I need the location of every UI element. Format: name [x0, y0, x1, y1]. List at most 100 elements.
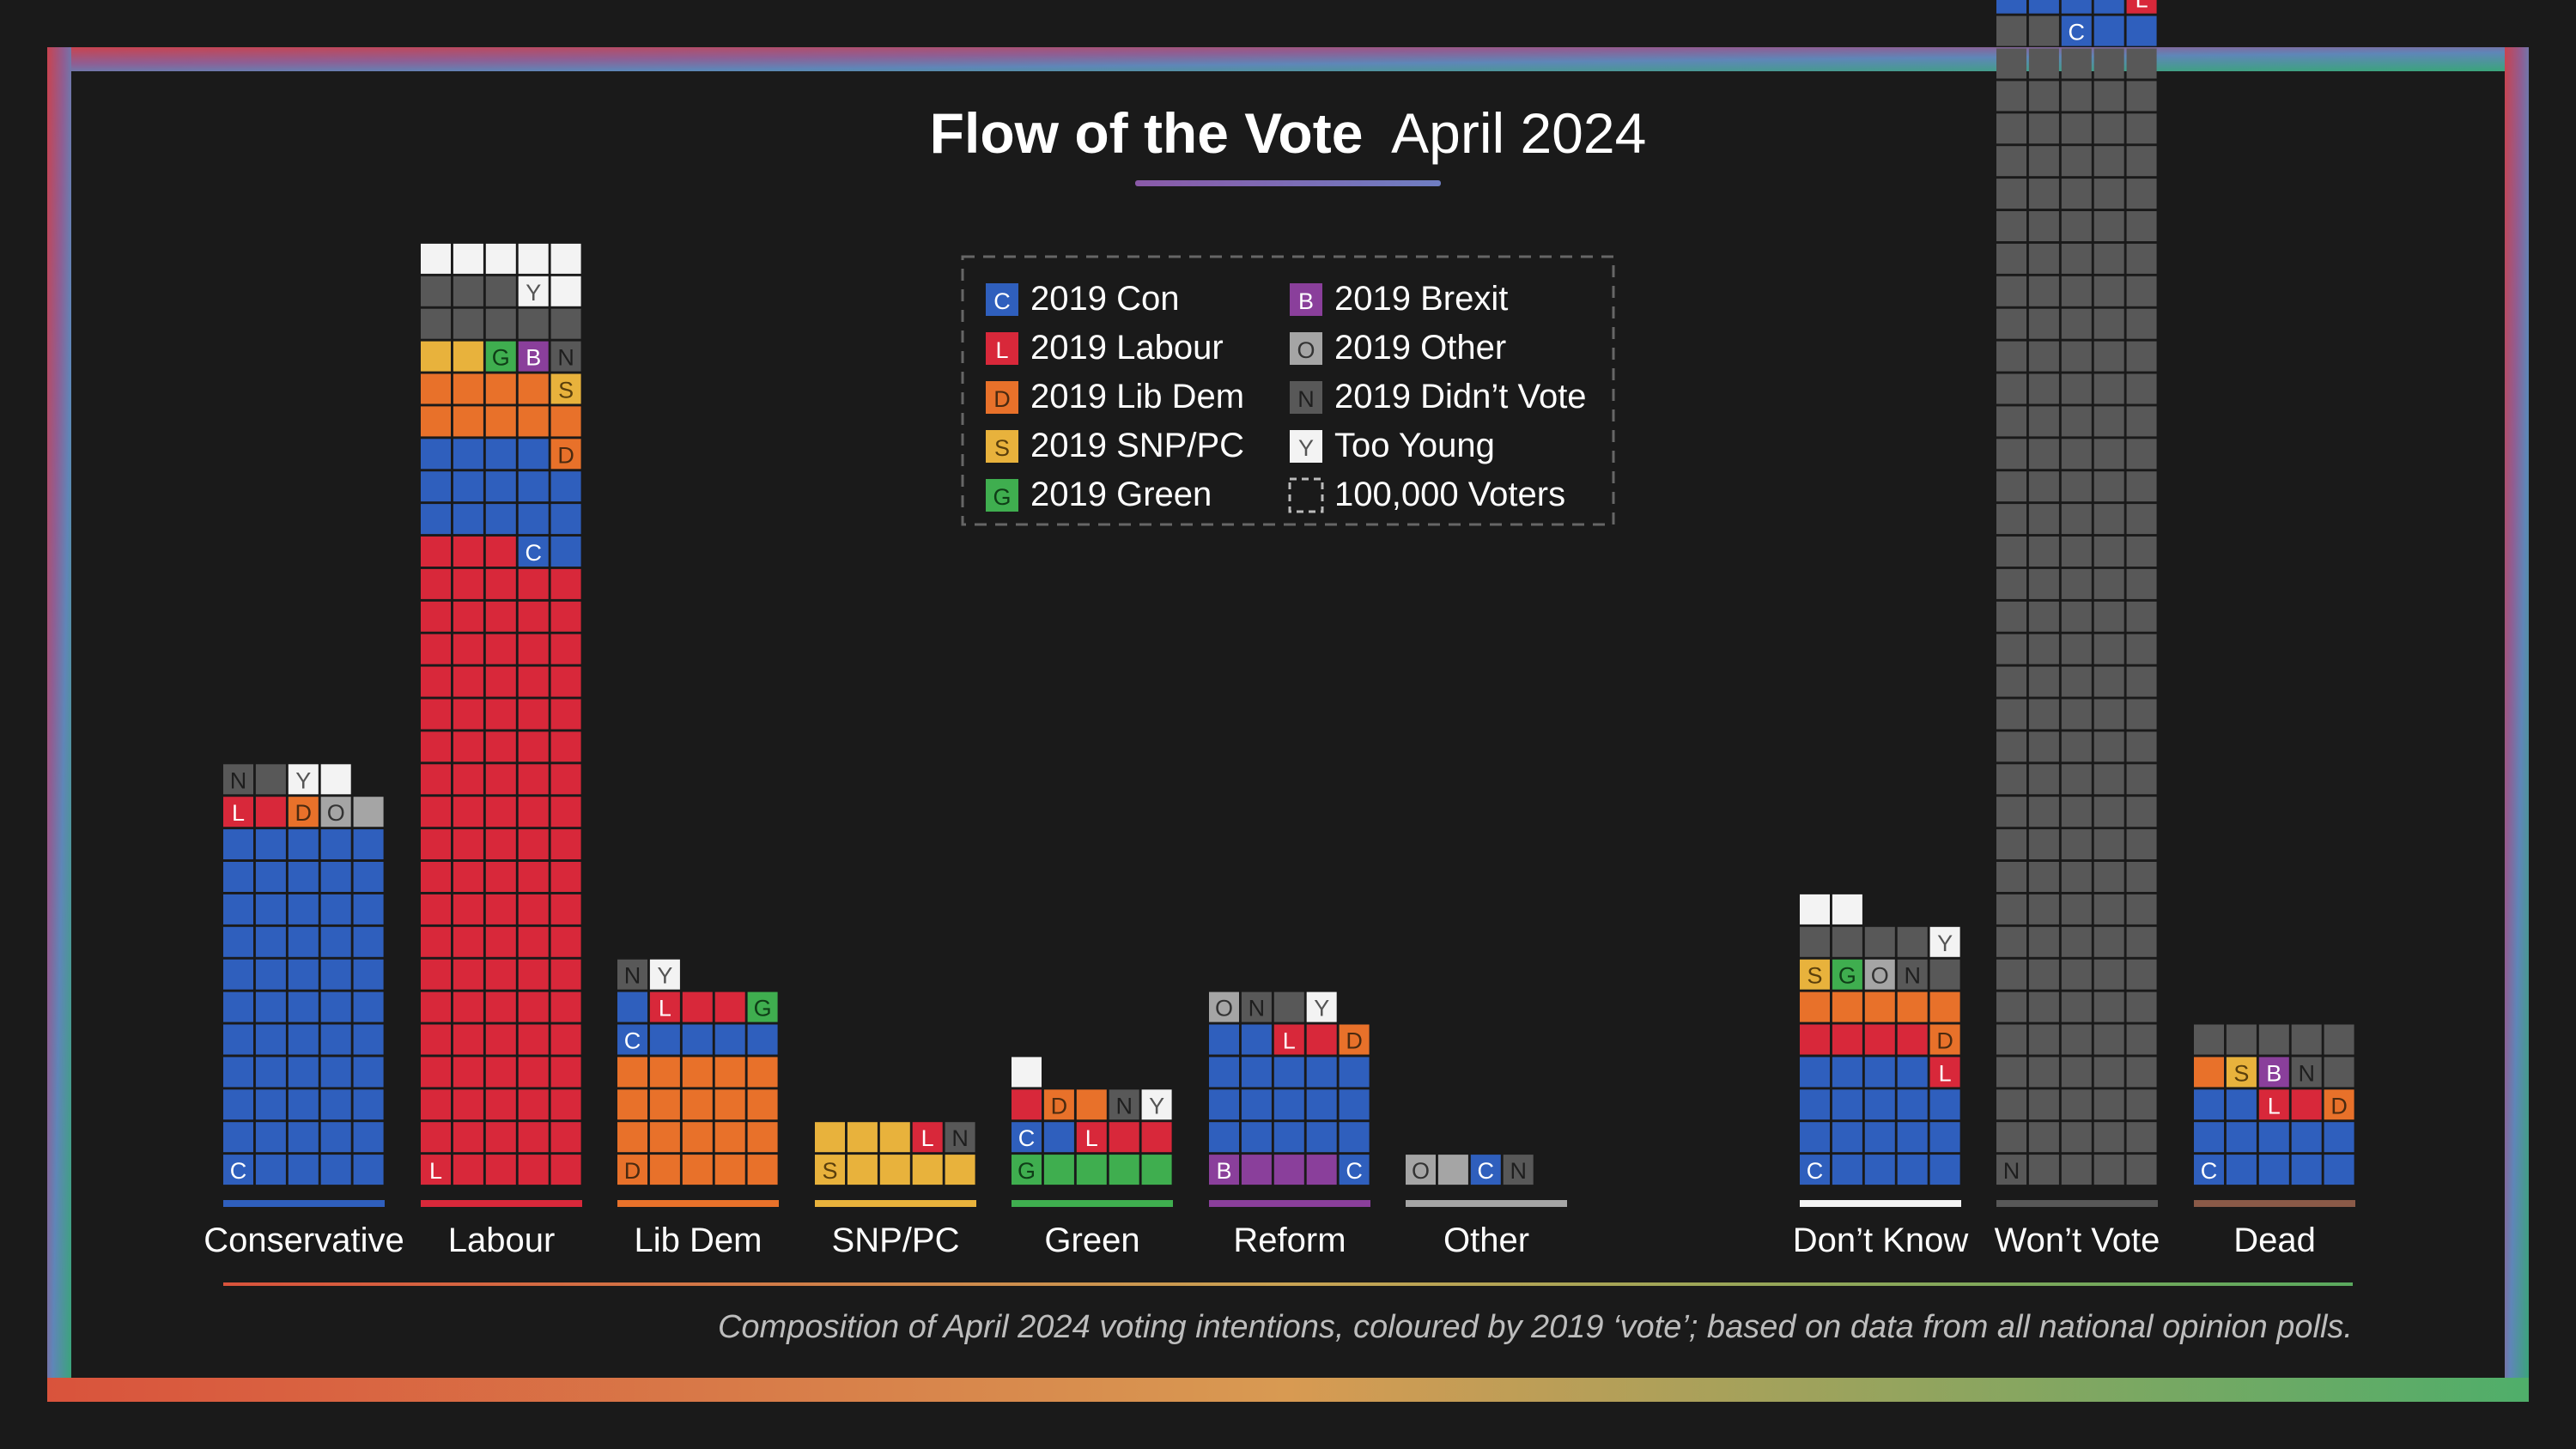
square-n — [1996, 146, 2026, 177]
square-n — [2028, 926, 2059, 957]
square-l — [485, 634, 516, 664]
square-n — [2093, 894, 2124, 925]
square-c — [320, 894, 351, 925]
square-c — [1012, 1122, 1042, 1153]
square-c — [1339, 1057, 1370, 1088]
square-c — [617, 1024, 647, 1055]
square-n — [2061, 146, 2092, 177]
square-l — [453, 1057, 483, 1088]
square-code-label: D — [1936, 1028, 1953, 1054]
square-s — [912, 1155, 943, 1185]
bar-don-t-know: C LD S G O NY Don’t Know — [1793, 894, 1968, 1259]
square-code-label: N — [1115, 1093, 1133, 1119]
square-c — [1800, 1057, 1830, 1088]
square-n — [1996, 179, 2026, 209]
square-c — [288, 959, 319, 990]
square-c — [288, 1089, 319, 1120]
square-n — [1996, 926, 2026, 957]
square-n — [2126, 764, 2157, 795]
square-code-label: Y — [295, 767, 311, 793]
square-l — [550, 1122, 581, 1153]
square-code-label: S — [822, 1158, 837, 1184]
square-n — [2093, 406, 2124, 437]
square-c — [2226, 1122, 2257, 1153]
square-d — [649, 1122, 680, 1153]
legend-swatch — [986, 283, 1018, 316]
party-label: Lib Dem — [635, 1222, 762, 1259]
square-n — [2061, 862, 2092, 892]
square-n — [2028, 1024, 2059, 1055]
square-code-label: L — [659, 996, 671, 1022]
square-n — [2324, 1057, 2354, 1088]
square-l — [485, 894, 516, 925]
square-l — [421, 797, 451, 828]
square-n — [2028, 276, 2059, 306]
square-c — [288, 862, 319, 892]
party-underline — [223, 1200, 385, 1207]
square-n — [1996, 406, 2026, 437]
square-n — [2126, 211, 2157, 241]
square-c — [550, 471, 581, 502]
footnote-rule — [223, 1282, 2353, 1286]
bar-labour: L C D S G B N Y Labour — [421, 243, 582, 1259]
square-n — [2061, 537, 2092, 567]
square-l — [453, 1089, 483, 1120]
square-g — [485, 341, 516, 372]
square-c — [421, 471, 451, 502]
square-n — [2061, 1024, 2092, 1055]
legend-item-b: B 2019 Brexit — [1290, 280, 1508, 318]
square-l — [453, 601, 483, 632]
square-n — [1996, 601, 2026, 632]
square-n — [2126, 373, 2157, 404]
square-g — [1141, 1155, 1172, 1185]
square-c — [1241, 1024, 1272, 1055]
square-l — [550, 666, 581, 697]
square-n — [1996, 1024, 2026, 1055]
square-l — [1864, 1024, 1895, 1055]
square-c — [518, 504, 549, 535]
square-n — [2061, 504, 2092, 535]
square-n — [1996, 699, 2026, 730]
square-n — [2028, 1122, 2059, 1153]
square-n — [2093, 48, 2124, 79]
legend-label: 2019 Con — [1030, 280, 1179, 318]
square-n — [2061, 959, 2092, 990]
square-c — [320, 959, 351, 990]
square-n — [2093, 504, 2124, 535]
square-code-label: L — [2268, 1093, 2281, 1119]
square-c — [2126, 15, 2157, 46]
square-l — [518, 959, 549, 990]
party-underline — [1209, 1200, 1370, 1207]
square-c — [2324, 1122, 2354, 1153]
square-n — [2093, 439, 2124, 470]
square-l — [1800, 1024, 1830, 1055]
square-l — [421, 1089, 451, 1120]
square-c — [320, 1155, 351, 1185]
square-n — [2061, 894, 2092, 925]
square-n — [2028, 341, 2059, 372]
square-l — [453, 1155, 483, 1185]
square-n — [2093, 666, 2124, 697]
square-c — [320, 1089, 351, 1120]
square-l — [1929, 1057, 1960, 1088]
square-l — [255, 797, 286, 828]
square-n — [2061, 211, 2092, 241]
square-n — [2028, 373, 2059, 404]
square-d — [682, 1122, 713, 1153]
legend-item-d: D 2019 Lib Dem — [986, 378, 1244, 415]
square-d — [714, 1122, 745, 1153]
square-n — [2093, 634, 2124, 664]
square-c — [747, 1024, 778, 1055]
square-n — [2093, 243, 2124, 274]
square-n — [550, 341, 581, 372]
square-code-label: Y — [1314, 996, 1329, 1022]
square-g — [1109, 1155, 1139, 1185]
legend-code: L — [995, 337, 1008, 363]
square-c — [453, 504, 483, 535]
square-n — [2061, 991, 2092, 1022]
square-c — [255, 894, 286, 925]
square-y — [288, 764, 319, 795]
square-c — [288, 894, 319, 925]
square-s — [2226, 1057, 2257, 1088]
